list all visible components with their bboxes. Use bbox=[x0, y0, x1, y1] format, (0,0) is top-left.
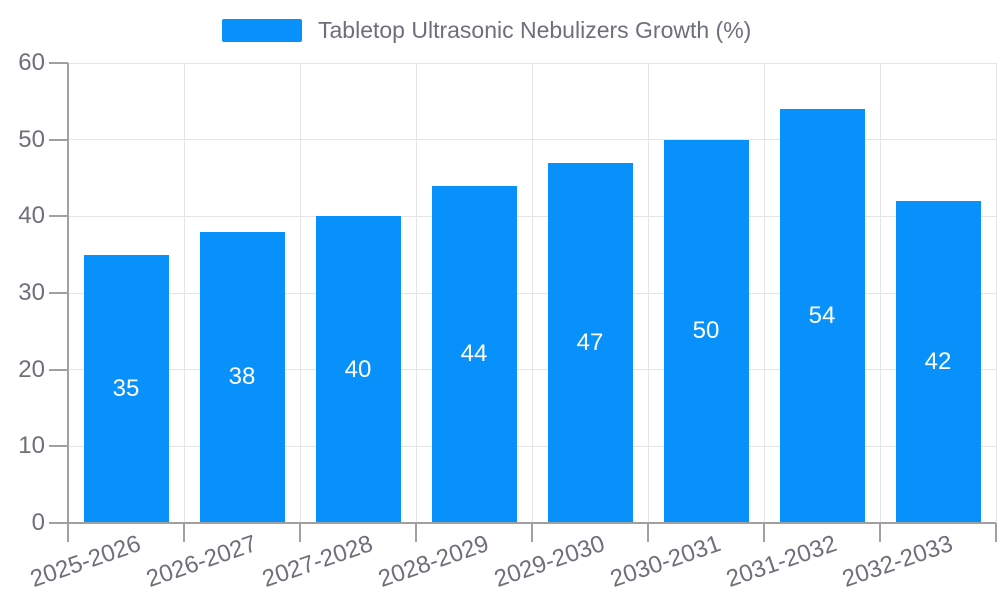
y-axis-label: 0 bbox=[31, 509, 45, 536]
bar[interactable] bbox=[779, 109, 865, 523]
y-axis-tick bbox=[49, 215, 68, 218]
legend-swatch bbox=[222, 19, 302, 42]
y-axis-tick bbox=[49, 62, 68, 64]
bar-value-label: 40 bbox=[344, 355, 372, 383]
y-axis-tick bbox=[49, 522, 68, 524]
x-gridline bbox=[415, 63, 417, 523]
x-axis-label: 2025-2026 bbox=[27, 530, 145, 593]
bar[interactable] bbox=[199, 231, 285, 523]
x-axis-tick bbox=[995, 523, 997, 542]
bar-value-label: 54 bbox=[808, 302, 836, 329]
bar[interactable] bbox=[315, 216, 401, 523]
bar-value-label: 47 bbox=[576, 328, 604, 356]
y-axis-label: 60 bbox=[18, 49, 45, 76]
bar-value-label: 42 bbox=[924, 348, 952, 375]
x-axis-tick bbox=[763, 523, 765, 542]
x-gridline bbox=[183, 63, 185, 523]
x-axis-tick bbox=[879, 523, 881, 542]
bar-value-label: 35 bbox=[112, 374, 140, 402]
x-axis-label: 2029-2030 bbox=[491, 530, 609, 593]
legend-label: Tabletop Ultrasonic Nebulizers Growth (%… bbox=[318, 17, 752, 43]
y-axis-label: 20 bbox=[18, 355, 45, 383]
bar[interactable] bbox=[547, 162, 633, 523]
x-axis-line bbox=[68, 522, 996, 524]
y-axis-tick bbox=[49, 138, 68, 141]
x-axis-tick bbox=[531, 523, 533, 542]
y-axis-label: 10 bbox=[18, 432, 45, 460]
y-axis-label: 50 bbox=[18, 125, 45, 153]
y-axis-tick bbox=[49, 292, 68, 294]
y-axis-tick bbox=[49, 368, 68, 371]
x-axis-tick bbox=[647, 523, 649, 542]
bar-value-label: 50 bbox=[692, 317, 720, 345]
bar-value-label: 44 bbox=[460, 340, 488, 368]
x-gridline bbox=[763, 63, 765, 523]
x-axis-label: 2030-2031 bbox=[607, 530, 725, 593]
legend-item[interactable]: Tabletop Ultrasonic Nebulizers Growth (%… bbox=[222, 17, 751, 44]
x-axis-tick bbox=[299, 523, 301, 542]
x-gridline bbox=[647, 63, 649, 523]
y-axis-line bbox=[67, 63, 69, 523]
x-gridline bbox=[879, 63, 881, 523]
bar[interactable] bbox=[431, 185, 517, 523]
bar[interactable] bbox=[895, 201, 981, 523]
x-gridline bbox=[995, 63, 997, 523]
x-axis-label: 2027-2028 bbox=[259, 530, 377, 593]
y-axis-tick bbox=[49, 445, 68, 448]
x-axis-tick bbox=[67, 523, 69, 542]
bar-value-label: 38 bbox=[228, 363, 256, 391]
x-axis-label: 2026-2027 bbox=[143, 530, 261, 593]
x-gridline bbox=[531, 63, 533, 523]
x-axis-label: 2032-2033 bbox=[839, 530, 957, 593]
y-axis-label: 40 bbox=[18, 202, 45, 230]
x-axis-label: 2031-2032 bbox=[723, 530, 841, 593]
bar[interactable] bbox=[83, 254, 169, 523]
x-axis-label: 2028-2029 bbox=[375, 530, 493, 593]
y-axis-label: 30 bbox=[18, 279, 45, 306]
bar[interactable] bbox=[663, 139, 749, 523]
x-axis-tick bbox=[183, 523, 185, 542]
x-axis-tick bbox=[415, 523, 417, 542]
x-gridline bbox=[299, 63, 301, 523]
